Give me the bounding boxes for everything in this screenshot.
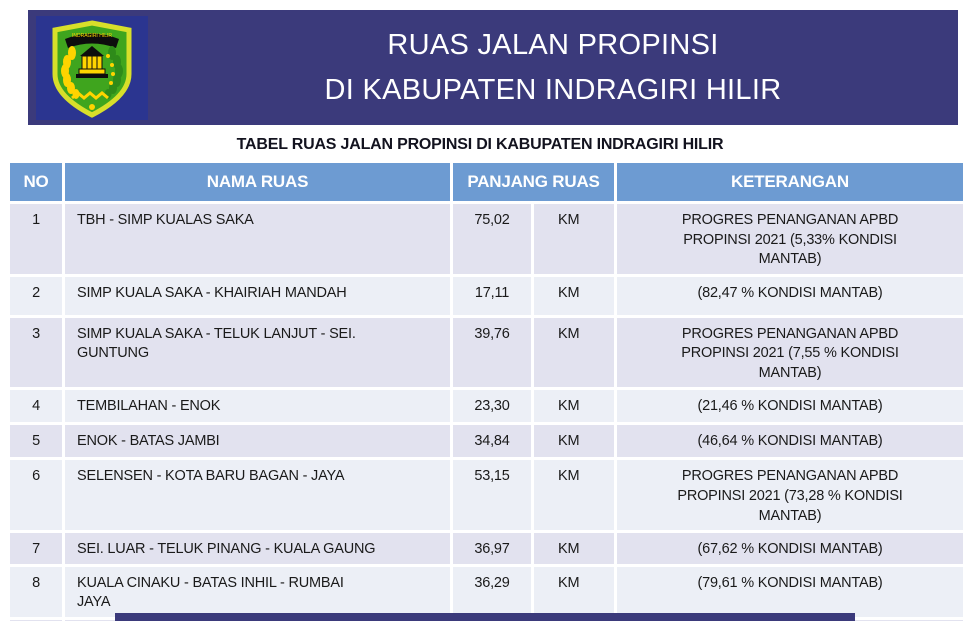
table-row: 7 SEI. LUAR - TELUK PINANG - KUALA GAUNG… [10, 533, 963, 564]
page-title: RUAS JALAN PROPINSI DI KABUPATEN INDRAGI… [158, 10, 948, 125]
row-nama-ruas: SEI. LUAR - TELUK PINANG - KUALA GAUNG [65, 533, 450, 564]
table-row: 5 ENOK - BATAS JAMBI 34,84 KM (46,64 % K… [10, 425, 963, 458]
row-unit: KM [534, 566, 614, 617]
col-header-keterangan: KETERANGAN [617, 163, 963, 201]
emblem-wave-banner [71, 91, 109, 100]
footer-bar [115, 613, 855, 621]
row-no: 7 [10, 533, 62, 564]
col-header-panjang-ruas: PANJANG RUAS [453, 163, 614, 201]
row-keterangan: (79,61 % KONDISI MANTAB) [617, 566, 963, 617]
indragiri-hilir-emblem: INDRAGIRI HILIR [36, 16, 148, 120]
row-unit: KM [534, 276, 614, 315]
row-nama-ruas: SELENSEN - KOTA BARU BAGAN - JAYA [65, 460, 450, 531]
row-panjang: 36,29 [453, 566, 531, 617]
row-no: 8 [10, 566, 62, 617]
row-no: 6 [10, 460, 62, 531]
row-panjang: 75,02 [453, 204, 531, 274]
row-unit: KM [534, 460, 614, 531]
row-panjang: 34,84 [453, 425, 531, 458]
row-keterangan: PROGRES PENANGANAN APBD PROPINSI 2021 (7… [617, 317, 963, 388]
table-row: 3 SIMP KUALA SAKA - TELUK LANJUT - SEI. … [10, 317, 963, 388]
row-unit: KM [534, 204, 614, 274]
row-no: 5 [10, 425, 62, 458]
row-panjang: 39,76 [453, 317, 531, 388]
row-panjang: 36,97 [453, 533, 531, 564]
leaf-chain [104, 46, 123, 99]
row-keterangan: (82,47 % KONDISI MANTAB) [617, 276, 963, 315]
row-unit: KM [534, 390, 614, 423]
emblem-building [76, 46, 108, 78]
row-nama-ruas: TBH - SIMP KUALAS SAKA [65, 204, 450, 274]
row-keterangan: (67,62 % KONDISI MANTAB) [617, 533, 963, 564]
table-caption: TABEL RUAS JALAN PROPINSI DI KABUPATEN I… [236, 136, 724, 153]
row-panjang: 17,11 [453, 276, 531, 315]
row-nama-ruas: SIMP KUALA SAKA - TELUK LANJUT - SEI. GU… [65, 317, 450, 388]
table-row: 4 TEMBILAHAN - ENOK 23,30 KM (21,46 % KO… [10, 390, 963, 423]
table-row: 8 KUALA CINAKU - BATAS INHIL - RUMBAI JA… [10, 566, 963, 617]
row-keterangan: (21,46 % KONDISI MANTAB) [617, 390, 963, 423]
row-no: 4 [10, 390, 62, 423]
row-nama-ruas: ENOK - BATAS JAMBI [65, 425, 450, 458]
roads-table: NO NAMA RUAS PANJANG RUAS KETERANGAN 1 T… [10, 163, 963, 621]
header-banner: INDRAGIRI HILIR [28, 10, 958, 125]
table-row: 6 SELENSEN - KOTA BARU BAGAN - JAYA 53,1… [10, 460, 963, 531]
row-unit: KM [534, 317, 614, 388]
row-no: 2 [10, 276, 62, 315]
row-keterangan: PROGRES PENANGANAN APBD PROPINSI 2021 (5… [617, 204, 963, 274]
row-unit: KM [534, 533, 614, 564]
row-panjang: 53,15 [453, 460, 531, 531]
emblem-knot [89, 104, 95, 110]
table-row: 1 TBH - SIMP KUALAS SAKA 75,02 KM PROGRE… [10, 204, 963, 274]
regency-logo: INDRAGIRI HILIR [36, 16, 148, 120]
row-unit: KM [534, 425, 614, 458]
row-nama-ruas: KUALA CINAKU - BATAS INHIL - RUMBAI JAYA [65, 566, 450, 617]
table-header-row: NO NAMA RUAS PANJANG RUAS KETERANGAN [10, 163, 963, 201]
row-panjang: 23,30 [453, 390, 531, 423]
emblem-banner-text: INDRAGIRI HILIR [72, 33, 112, 39]
title-line-2: DI KABUPATEN INDRAGIRI HILIR [324, 73, 782, 106]
row-no: 1 [10, 204, 62, 274]
row-no: 9 [10, 619, 62, 621]
row-no: 3 [10, 317, 62, 388]
table-row: 2 SIMP KUALA SAKA - KHAIRIAH MANDAH 17,1… [10, 276, 963, 315]
row-nama-ruas: SIMP KUALA SAKA - KHAIRIAH MANDAH [65, 276, 450, 315]
col-header-nama-ruas: NAMA RUAS [65, 163, 450, 201]
row-nama-ruas: TEMBILAHAN - ENOK [65, 390, 450, 423]
row-keterangan: PROGRES PENANGANAN APBD PROPINSI 2021 (7… [617, 460, 963, 531]
title-line-1: RUAS JALAN PROPINSI [387, 28, 719, 61]
col-header-no: NO [10, 163, 62, 201]
row-keterangan: (46,64 % KONDISI MANTAB) [617, 425, 963, 458]
